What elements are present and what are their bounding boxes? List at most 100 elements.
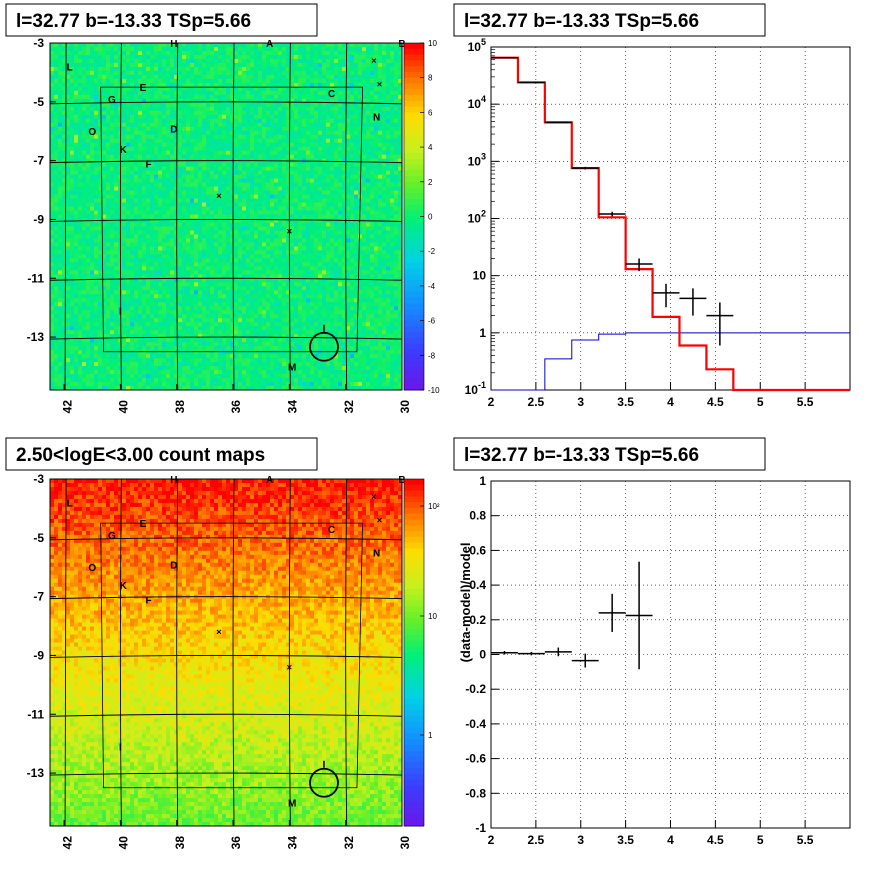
x-tick-label: 4 <box>667 833 674 847</box>
x-tick-label: 40 <box>117 400 131 414</box>
y-tick-label: 1 <box>479 474 486 488</box>
x-tick-label: 38 <box>173 400 187 414</box>
count-map-title: 2.50<logE<3.00 count maps <box>16 445 265 466</box>
source-label-i: I <box>119 743 122 754</box>
y-tick-label: -5 <box>33 531 44 545</box>
colorbar-tick-label: -8 <box>428 351 436 360</box>
source-label-g: G <box>108 531 116 542</box>
source-label-e: E <box>140 83 147 94</box>
spectrum-title: l=32.77 b=-13.33 TSp=5.66 <box>464 11 699 32</box>
spectrum-title-box: l=32.77 b=-13.33 TSp=5.66 <box>453 3 766 37</box>
y-tick-label: -1 <box>475 821 486 835</box>
source-label-o: O <box>88 127 96 138</box>
colorbar-tick-label: 8 <box>428 74 433 83</box>
y-tick-label: -13 <box>27 330 45 344</box>
x-tick-label: 42 <box>60 400 74 414</box>
source-label-h: H <box>170 475 177 486</box>
x-tick-label: 4 <box>667 395 674 409</box>
source-label-k: K <box>120 145 128 156</box>
source-label-n: N <box>373 549 380 560</box>
x-tick-label: 2.5 <box>528 395 545 409</box>
x-tick-label: 3.5 <box>617 395 634 409</box>
x-tick-label: 5 <box>757 833 764 847</box>
y-tick-label: 104 <box>468 94 486 111</box>
source-label-d: D <box>170 560 177 571</box>
source-label-f: F <box>146 596 152 607</box>
y-tick-label: 105 <box>468 37 486 54</box>
x-tick-label: 3 <box>577 395 584 409</box>
x-tick-label: 5.5 <box>797 833 814 847</box>
y-tick-label: -0.8 <box>465 786 486 800</box>
y-tick-label: -9 <box>33 212 44 226</box>
y-tick-label: -7 <box>33 590 44 604</box>
colorbar-tick-label: 10² <box>428 502 440 511</box>
significance-colorbar: 10 8 6 4 2 0 -2 -4 -6 -8 -10 <box>403 39 440 395</box>
source-label-k: K <box>120 581 128 592</box>
y-tick-label: -3 <box>33 472 44 486</box>
source-label-e: E <box>140 519 147 530</box>
source-label-f: F <box>146 160 152 171</box>
source-label-a: A <box>266 39 273 50</box>
y-tick-label: 102 <box>468 209 486 226</box>
x-tick-label: 2 <box>488 395 495 409</box>
colorbar-tick-label: -10 <box>428 386 440 395</box>
x-tick-label: 30 <box>398 836 412 850</box>
y-tick-label: -0.2 <box>465 682 486 696</box>
y-tick-label: 10 <box>473 269 487 283</box>
x-tick-label: 36 <box>229 400 243 414</box>
y-tick-label: -0.6 <box>465 752 486 766</box>
y-tick-label: 103 <box>468 151 486 168</box>
source-label-d: D <box>170 124 177 135</box>
count-colorbar: 10² 10 1 <box>403 478 440 827</box>
y-tick-label: -7 <box>33 154 44 168</box>
residual-plot: 2 2.5 3 3.5 4 4.5 5 5.5-1-0.8-0.6-0.4-0.200.20.… <box>458 474 851 847</box>
y-tick-label: -13 <box>27 766 45 780</box>
x-tick-label: 30 <box>398 400 412 414</box>
x-tick-label: 4.5 <box>707 395 724 409</box>
x-tick-label: 38 <box>173 836 187 850</box>
component-model-line <box>491 332 850 391</box>
y-tick-label: -11 <box>27 707 44 721</box>
colorbar-tick-label: -4 <box>428 282 436 291</box>
source-label-o: O <box>88 563 96 574</box>
source-label-l: L <box>67 63 73 74</box>
y-tick-label: -11 <box>27 271 44 285</box>
x-tick-label: 34 <box>286 400 300 414</box>
y-tick-label: -0.4 <box>465 717 486 731</box>
y-tick-label: -5 <box>33 95 44 109</box>
x-tick-label: 5 <box>757 395 764 409</box>
y-tick-label: -9 <box>33 648 44 662</box>
x-tick-label: 32 <box>342 836 356 850</box>
x-tick-label: 32 <box>342 400 356 414</box>
x-tick-label: 2 <box>488 833 495 847</box>
x-tick-label: 34 <box>286 836 300 850</box>
residual-title: l=32.77 b=-13.33 TSp=5.66 <box>464 445 699 466</box>
y-tick-label: 0 <box>479 648 486 662</box>
map-title-box-bottom: 2.50<logE<3.00 count maps <box>5 437 318 471</box>
colorbar-tick-label: 10 <box>428 612 437 621</box>
colorbar-tick-label: 10 <box>428 39 437 48</box>
x-tick-label: 4.5 <box>707 833 724 847</box>
residual-y-axis-label: (data-model)/model <box>458 542 473 662</box>
y-tick-label: 0.8 <box>469 509 486 523</box>
colorbar-tick-label: 6 <box>428 108 433 117</box>
source-label-a: A <box>266 475 273 486</box>
map-title-top: l=32.77 b=-13.33 TSp=5.66 <box>16 11 251 32</box>
source-label-m: M <box>288 362 296 373</box>
residual-title-box: l=32.77 b=-13.33 TSp=5.66 <box>453 437 766 471</box>
spectrum-plot: 2 2.5 3 3.5 4 4.5 5 5.5 10-1 1 10 102 103 104 105 <box>465 37 851 409</box>
colorbar-tick-label: 1 <box>428 731 433 740</box>
source-label-c: C <box>328 525 335 536</box>
x-tick-label: 2.5 <box>528 833 545 847</box>
x-tick-label: 40 <box>117 836 131 850</box>
x-tick-label: 3 <box>577 833 584 847</box>
y-tick-label: 1 <box>479 326 486 340</box>
x-tick-label: 42 <box>60 836 74 850</box>
colorbar-tick-label: 0 <box>428 213 433 222</box>
source-label-c: C <box>328 89 335 100</box>
y-tick-label: -3 <box>33 36 44 50</box>
map-title-box-top: l=32.77 b=-13.33 TSp=5.66 <box>5 3 318 37</box>
